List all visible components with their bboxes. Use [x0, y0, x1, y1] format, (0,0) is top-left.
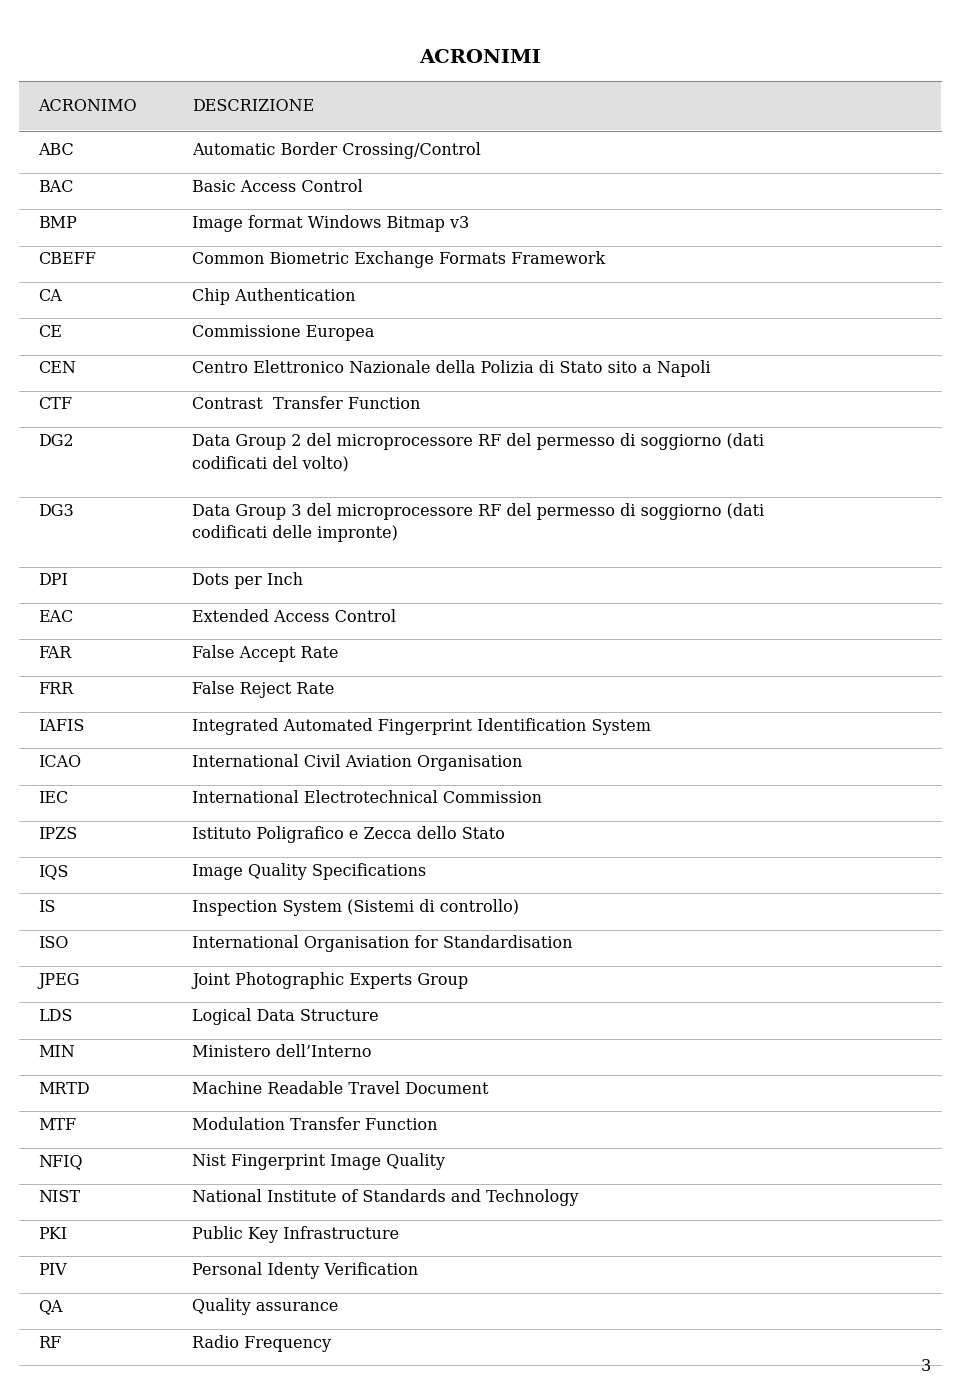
Text: Ministero dell’Interno: Ministero dell’Interno: [192, 1044, 372, 1061]
Text: CE: CE: [38, 324, 62, 341]
Text: Data Group 2 del microprocessore RF del permesso di soggiorno (dati
codificati d: Data Group 2 del microprocessore RF del …: [192, 433, 764, 472]
Text: MRTD: MRTD: [38, 1081, 90, 1097]
Text: Quality assurance: Quality assurance: [192, 1298, 338, 1315]
Text: Public Key Infrastructure: Public Key Infrastructure: [192, 1226, 399, 1242]
Text: International Electrotechnical Commission: International Electrotechnical Commissio…: [192, 790, 542, 807]
Text: Chip Authentication: Chip Authentication: [192, 288, 355, 304]
Text: International Civil Aviation Organisation: International Civil Aviation Organisatio…: [192, 754, 522, 771]
Text: CA: CA: [38, 288, 62, 304]
Text: IPZS: IPZS: [38, 826, 78, 843]
Text: 3: 3: [921, 1358, 931, 1375]
Text: FAR: FAR: [38, 645, 72, 662]
Text: MIN: MIN: [38, 1044, 75, 1061]
Text: Basic Access Control: Basic Access Control: [192, 179, 363, 195]
Text: Personal Identy Verification: Personal Identy Verification: [192, 1262, 419, 1279]
Text: DG3: DG3: [38, 503, 74, 519]
Text: CTF: CTF: [38, 396, 72, 413]
Text: FRR: FRR: [38, 681, 74, 698]
Text: Data Group 3 del microprocessore RF del permesso di soggiorno (dati
codificati d: Data Group 3 del microprocessore RF del …: [192, 503, 764, 542]
Text: False Accept Rate: False Accept Rate: [192, 645, 339, 662]
Text: ACRONIMO: ACRONIMO: [38, 98, 137, 114]
Text: Inspection System (Sistemi di controllo): Inspection System (Sistemi di controllo): [192, 899, 519, 916]
Text: Centro Elettronico Nazionale della Polizia di Stato sito a Napoli: Centro Elettronico Nazionale della Poliz…: [192, 360, 710, 377]
Text: IS: IS: [38, 899, 56, 916]
Text: Radio Frequency: Radio Frequency: [192, 1335, 331, 1351]
Text: DESCRIZIONE: DESCRIZIONE: [192, 98, 314, 114]
Text: False Reject Rate: False Reject Rate: [192, 681, 334, 698]
Text: Automatic Border Crossing/Control: Automatic Border Crossing/Control: [192, 142, 481, 159]
Text: Integrated Automated Fingerprint Identification System: Integrated Automated Fingerprint Identif…: [192, 718, 651, 734]
Text: EAC: EAC: [38, 609, 74, 625]
Text: LDS: LDS: [38, 1008, 73, 1025]
Text: IQS: IQS: [38, 863, 69, 879]
Text: Joint Photographic Experts Group: Joint Photographic Experts Group: [192, 972, 468, 988]
Text: Common Biometric Exchange Formats Framework: Common Biometric Exchange Formats Framew…: [192, 251, 605, 268]
Text: ACRONIMI: ACRONIMI: [420, 49, 540, 67]
Text: QA: QA: [38, 1298, 63, 1315]
Text: PIV: PIV: [38, 1262, 67, 1279]
Text: Image Quality Specifications: Image Quality Specifications: [192, 863, 426, 879]
Text: Nist Fingerprint Image Quality: Nist Fingerprint Image Quality: [192, 1153, 445, 1170]
Text: PKI: PKI: [38, 1226, 67, 1242]
Text: CBEFF: CBEFF: [38, 251, 96, 268]
Bar: [19, 81, 941, 130]
Text: ICAO: ICAO: [38, 754, 82, 771]
Text: NFIQ: NFIQ: [38, 1153, 83, 1170]
Text: IEC: IEC: [38, 790, 69, 807]
Text: ISO: ISO: [38, 935, 69, 952]
Text: IAFIS: IAFIS: [38, 718, 84, 734]
Text: Extended Access Control: Extended Access Control: [192, 609, 396, 625]
Text: Contrast  Transfer Function: Contrast Transfer Function: [192, 396, 420, 413]
Text: ABC: ABC: [38, 142, 74, 159]
Text: Logical Data Structure: Logical Data Structure: [192, 1008, 378, 1025]
Text: CEN: CEN: [38, 360, 76, 377]
Text: Machine Readable Travel Document: Machine Readable Travel Document: [192, 1081, 489, 1097]
Text: Image format Windows Bitmap v3: Image format Windows Bitmap v3: [192, 215, 469, 232]
Text: NIST: NIST: [38, 1189, 81, 1206]
Text: International Organisation for Standardisation: International Organisation for Standardi…: [192, 935, 572, 952]
Text: National Institute of Standards and Technology: National Institute of Standards and Tech…: [192, 1189, 579, 1206]
Text: DPI: DPI: [38, 572, 68, 589]
Text: MTF: MTF: [38, 1117, 77, 1134]
Text: BMP: BMP: [38, 215, 77, 232]
Text: Dots per Inch: Dots per Inch: [192, 572, 303, 589]
Text: Commissione Europea: Commissione Europea: [192, 324, 374, 341]
Text: RF: RF: [38, 1335, 61, 1351]
Text: JPEG: JPEG: [38, 972, 80, 988]
Text: Istituto Poligrafico e Zecca dello Stato: Istituto Poligrafico e Zecca dello Stato: [192, 826, 505, 843]
Text: Modulation Transfer Function: Modulation Transfer Function: [192, 1117, 438, 1134]
Text: DG2: DG2: [38, 433, 74, 450]
Text: BAC: BAC: [38, 179, 74, 195]
